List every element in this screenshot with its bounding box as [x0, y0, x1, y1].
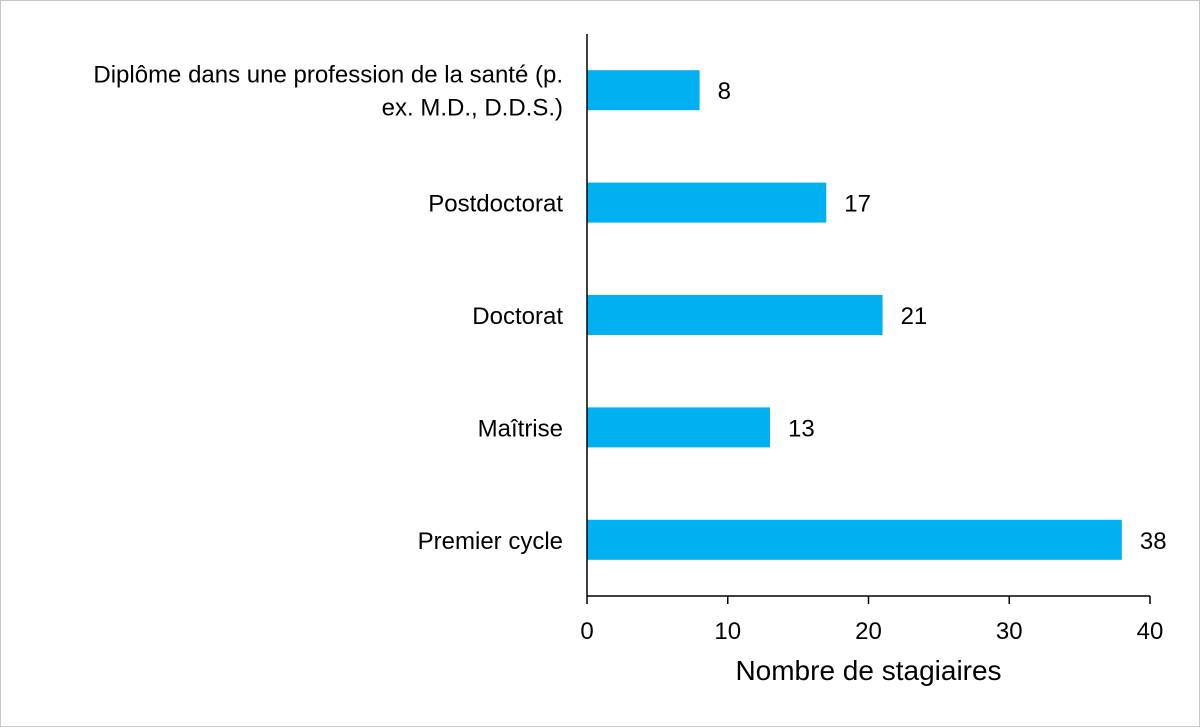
bar-0	[587, 70, 700, 111]
x-tick-label-0: 0	[580, 618, 593, 645]
data-label-1: 17	[844, 191, 871, 218]
category-label-line: Postdoctorat	[428, 191, 563, 218]
x-tick-label-3: 30	[996, 618, 1023, 645]
data-label-0: 8	[718, 78, 731, 105]
category-labels: Diplôme dans une profession de la santé …	[93, 62, 563, 555]
x-tick-label-2: 20	[855, 618, 882, 645]
category-label-4: Premier cycle	[418, 528, 563, 555]
category-label-0: Diplôme dans une profession de la santé …	[93, 62, 563, 122]
x-tick-label-4: 40	[1137, 618, 1164, 645]
bar-4	[587, 519, 1122, 560]
bars-group	[587, 70, 1122, 560]
category-label-1: Postdoctorat	[428, 191, 563, 218]
x-tick-label-1: 10	[714, 618, 741, 645]
category-label-2: Doctorat	[472, 303, 563, 330]
category-label-line: Diplôme dans une profession de la santé …	[93, 62, 563, 89]
bar-1	[587, 182, 827, 223]
category-label-line: Doctorat	[472, 303, 563, 330]
data-labels: 8 17 21 13 38	[718, 78, 1167, 555]
data-label-2: 21	[901, 303, 928, 330]
bar-2	[587, 295, 883, 335]
bar-3	[587, 407, 770, 448]
data-label-4: 38	[1140, 528, 1167, 555]
category-label-line: Premier cycle	[418, 528, 563, 555]
x-axis-title: Nombre de stagiaires	[735, 655, 1001, 686]
data-label-3: 13	[788, 415, 815, 442]
category-label-line: Maîtrise	[478, 415, 563, 442]
category-label-line: ex. M.D., D.D.S.)	[382, 95, 563, 122]
x-ticks: 0 10 20 30 40	[580, 596, 1163, 645]
category-label-3: Maîtrise	[478, 415, 563, 442]
